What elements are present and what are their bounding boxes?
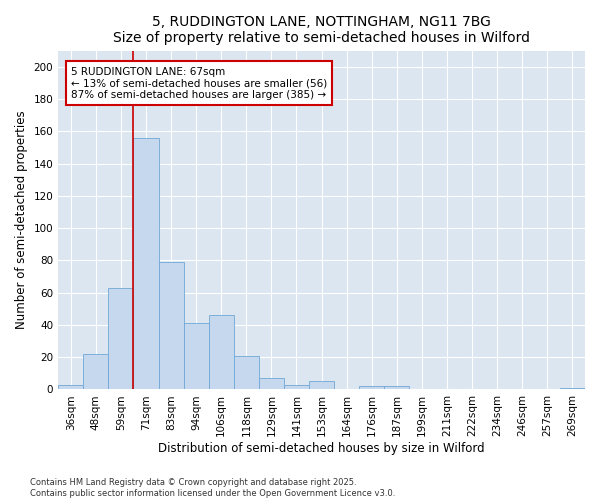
Bar bbox=[259, 378, 284, 390]
Bar bbox=[234, 356, 259, 390]
Bar bbox=[83, 354, 109, 390]
Bar bbox=[309, 382, 334, 390]
Bar bbox=[359, 386, 385, 390]
Y-axis label: Number of semi-detached properties: Number of semi-detached properties bbox=[15, 110, 28, 330]
Title: 5, RUDDINGTON LANE, NOTTINGHAM, NG11 7BG
Size of property relative to semi-detac: 5, RUDDINGTON LANE, NOTTINGHAM, NG11 7BG… bbox=[113, 15, 530, 45]
Text: Contains HM Land Registry data © Crown copyright and database right 2025.
Contai: Contains HM Land Registry data © Crown c… bbox=[30, 478, 395, 498]
Bar bbox=[184, 324, 209, 390]
Bar bbox=[58, 384, 83, 390]
Text: 5 RUDDINGTON LANE: 67sqm
← 13% of semi-detached houses are smaller (56)
87% of s: 5 RUDDINGTON LANE: 67sqm ← 13% of semi-d… bbox=[71, 66, 327, 100]
X-axis label: Distribution of semi-detached houses by size in Wilford: Distribution of semi-detached houses by … bbox=[158, 442, 485, 455]
Bar bbox=[385, 386, 409, 390]
Bar bbox=[284, 384, 309, 390]
Bar bbox=[560, 388, 585, 390]
Bar bbox=[133, 138, 158, 390]
Bar bbox=[158, 262, 184, 390]
Bar bbox=[209, 315, 234, 390]
Bar bbox=[109, 288, 133, 390]
